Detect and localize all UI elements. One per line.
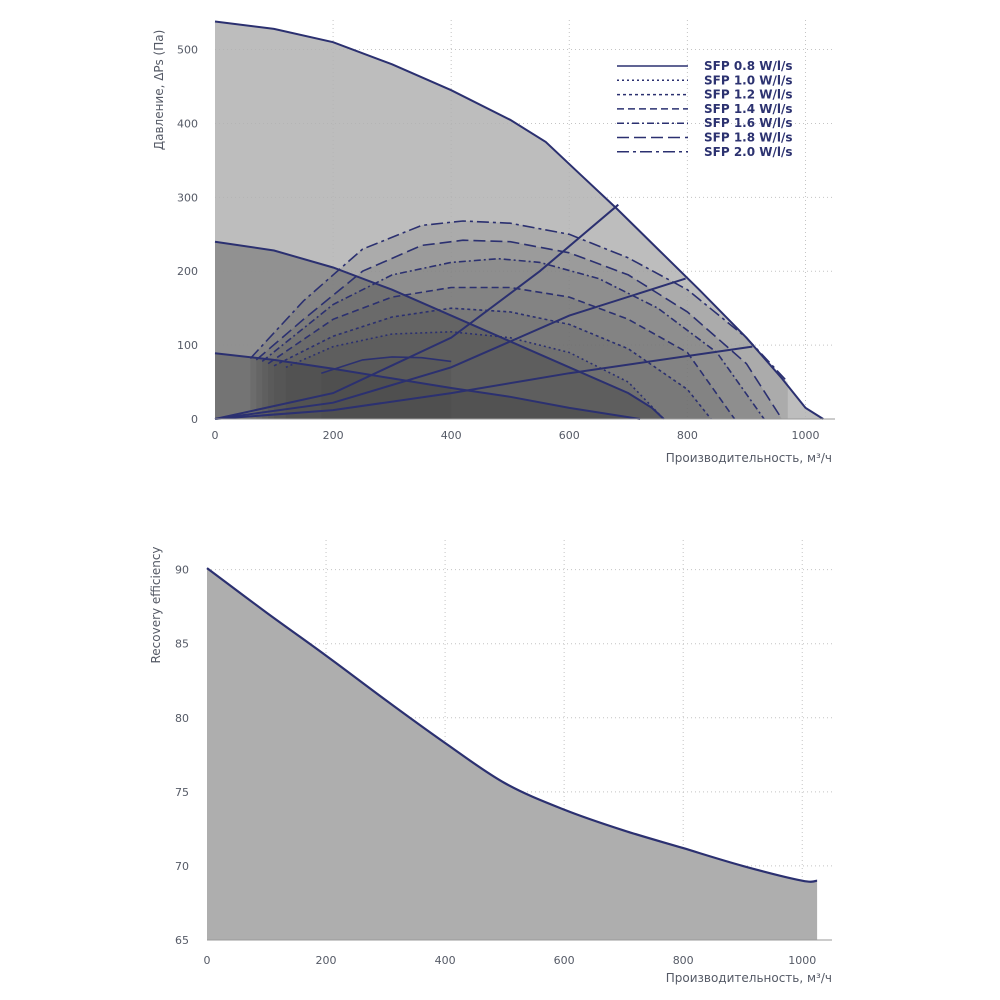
y-tick-label: 500 <box>177 44 198 57</box>
system-line-2 <box>214 277 686 420</box>
efficiency-curve <box>206 567 818 883</box>
x-tick-label: 0 <box>204 954 211 967</box>
y-axis-title: Recovery efficiency <box>149 546 163 663</box>
sfp-area <box>285 331 664 419</box>
legend-label: SFP 1.8 W/l/s <box>704 131 793 145</box>
sfp-curve-6 <box>255 239 783 420</box>
x-tick-label: 600 <box>554 954 575 967</box>
legend-label: SFP 1.6 W/l/s <box>704 116 793 130</box>
fan-curve-low <box>214 352 641 420</box>
legend-label: SFP 1.0 W/l/s <box>704 73 793 87</box>
x-tick-label: 800 <box>673 954 694 967</box>
x-tick-label: 400 <box>441 429 462 442</box>
x-axis-title: Производительность, м³/ч <box>666 971 832 985</box>
y-tick-label: 300 <box>177 191 198 204</box>
y-tick-label: 70 <box>175 860 189 873</box>
x-tick-label: 0 <box>212 429 219 442</box>
legend-label: SFP 1.2 W/l/s <box>704 88 793 102</box>
x-tick-label: 200 <box>316 954 337 967</box>
x-tick-label: 200 <box>323 429 344 442</box>
efficiency-area <box>207 568 818 940</box>
sfp-area <box>268 287 735 419</box>
sfp-curve-1 <box>321 356 452 374</box>
sfp-curve-2 <box>285 330 665 420</box>
x-tick-label: 400 <box>435 954 456 967</box>
x-tick-label: 800 <box>677 429 698 442</box>
y-tick-label: 200 <box>177 265 198 278</box>
sfp-curve-3 <box>273 307 712 420</box>
x-axis-title: Производительность, м³/ч <box>666 451 832 465</box>
y-tick-label: 400 <box>177 117 198 130</box>
legend-label: SFP 1.4 W/l/s <box>704 102 793 116</box>
x-tick-label: 600 <box>559 429 580 442</box>
sfp-curve-5 <box>261 257 765 420</box>
y-tick-label: 90 <box>175 564 189 577</box>
x-tick-label: 1000 <box>788 954 816 967</box>
sfp-curve-7 <box>249 220 789 383</box>
legend-label: SFP 0.8 W/l/s <box>704 59 793 73</box>
sfp-area <box>256 240 782 419</box>
y-tick-label: 85 <box>175 638 189 651</box>
fan-curve-max <box>214 20 824 420</box>
x-tick-label: 1000 <box>791 429 819 442</box>
fan-curve-mid <box>214 240 665 420</box>
y-tick-label: 75 <box>175 786 189 799</box>
system-line-3 <box>214 345 753 420</box>
sfp-curve-4 <box>267 286 736 420</box>
y-tick-label: 65 <box>175 934 189 947</box>
y-tick-label: 80 <box>175 712 189 725</box>
legend-label: SFP 2.0 W/l/s <box>704 145 793 159</box>
y-tick-label: 0 <box>191 413 198 426</box>
fan-area-low <box>215 353 641 419</box>
y-axis-title: Давление, ΔPs (Па) <box>152 30 166 151</box>
system-line-1 <box>214 203 619 420</box>
sfp-area <box>274 308 711 419</box>
y-tick-label: 100 <box>177 339 198 352</box>
